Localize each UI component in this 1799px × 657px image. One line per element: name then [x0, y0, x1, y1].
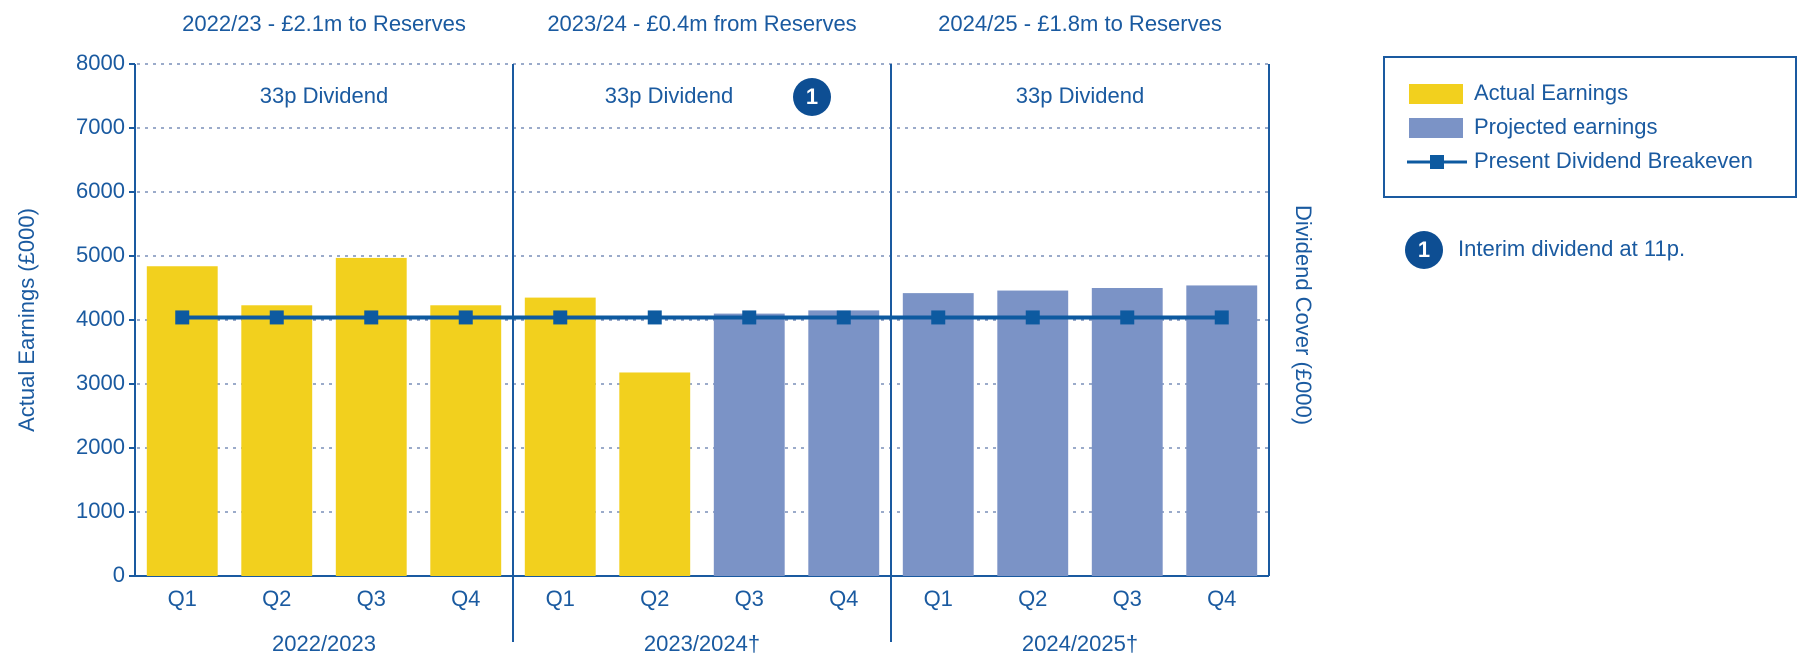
x-tick-label: Q2 [262, 586, 291, 611]
y-tick-label: 4000 [76, 306, 125, 331]
dividend-badge [793, 78, 831, 116]
group-label: 2022/2023 [272, 631, 376, 656]
line-marker [647, 310, 662, 325]
legend-label: Present Dividend Breakeven [1474, 148, 1753, 173]
bar [997, 290, 1069, 576]
dividend-label: 33p Dividend [260, 83, 388, 108]
bar [902, 293, 974, 576]
dividend-label: 33p Dividend [605, 83, 733, 108]
y-tick-label: 7000 [76, 114, 125, 139]
note-badge-text: 1 [1418, 237, 1430, 262]
x-tick-label: Q1 [924, 586, 953, 611]
line-marker [269, 310, 284, 325]
bar [619, 372, 691, 576]
line-marker [1120, 310, 1135, 325]
line-marker [553, 310, 568, 325]
y-tick-label: 3000 [76, 370, 125, 395]
line-marker [364, 310, 379, 325]
x-tick-label: Q4 [451, 586, 480, 611]
y-tick-label: 0 [113, 562, 125, 587]
period-title: 2024/25 - £1.8m to Reserves [938, 11, 1222, 36]
bar [524, 297, 596, 576]
x-tick-label: Q3 [357, 586, 386, 611]
y-tick-label: 8000 [76, 50, 125, 75]
bar [1091, 288, 1163, 576]
y-tick-label: 2000 [76, 434, 125, 459]
note-text: Interim dividend at 11p. [1458, 236, 1685, 261]
x-tick-label: Q2 [640, 586, 669, 611]
bar [241, 305, 313, 576]
period-title: 2023/24 - £0.4m from Reserves [547, 11, 856, 36]
line-marker [836, 310, 851, 325]
line-marker [742, 310, 757, 325]
x-tick-label: Q1 [546, 586, 575, 611]
x-tick-label: Q4 [829, 586, 858, 611]
x-tick-label: Q3 [735, 586, 764, 611]
bar [713, 313, 785, 576]
dividend-badge-text: 1 [806, 84, 818, 109]
y2-axis-label: Dividend Cover (£000) [1291, 205, 1316, 425]
legend-box [1383, 56, 1797, 198]
legend-marker [1430, 155, 1444, 169]
dividend-label: 33p Dividend [1016, 83, 1144, 108]
note-badge [1405, 231, 1443, 269]
bar [1186, 285, 1258, 576]
period-title: 2022/23 - £2.1m to Reserves [182, 11, 466, 36]
bar [808, 310, 880, 576]
legend-label: Actual Earnings [1474, 80, 1628, 105]
y-tick-label: 6000 [76, 178, 125, 203]
x-tick-label: Q4 [1207, 586, 1236, 611]
line-marker [458, 310, 473, 325]
line-marker [1214, 310, 1229, 325]
bar [335, 257, 407, 576]
group-label: 2024/2025† [1022, 631, 1138, 656]
legend-swatch [1409, 84, 1463, 104]
legend-swatch [1409, 118, 1463, 138]
y-tick-label: 1000 [76, 498, 125, 523]
line-marker [1025, 310, 1040, 325]
y-axis-label: Actual Earnings (£000) [14, 208, 39, 432]
x-tick-label: Q1 [168, 586, 197, 611]
bar [430, 305, 502, 576]
group-label: 2023/2024† [644, 631, 760, 656]
x-tick-label: Q3 [1113, 586, 1142, 611]
legend-label: Projected earnings [1474, 114, 1657, 139]
line-marker [175, 310, 190, 325]
line-marker [931, 310, 946, 325]
y-tick-label: 5000 [76, 242, 125, 267]
x-tick-label: Q2 [1018, 586, 1047, 611]
